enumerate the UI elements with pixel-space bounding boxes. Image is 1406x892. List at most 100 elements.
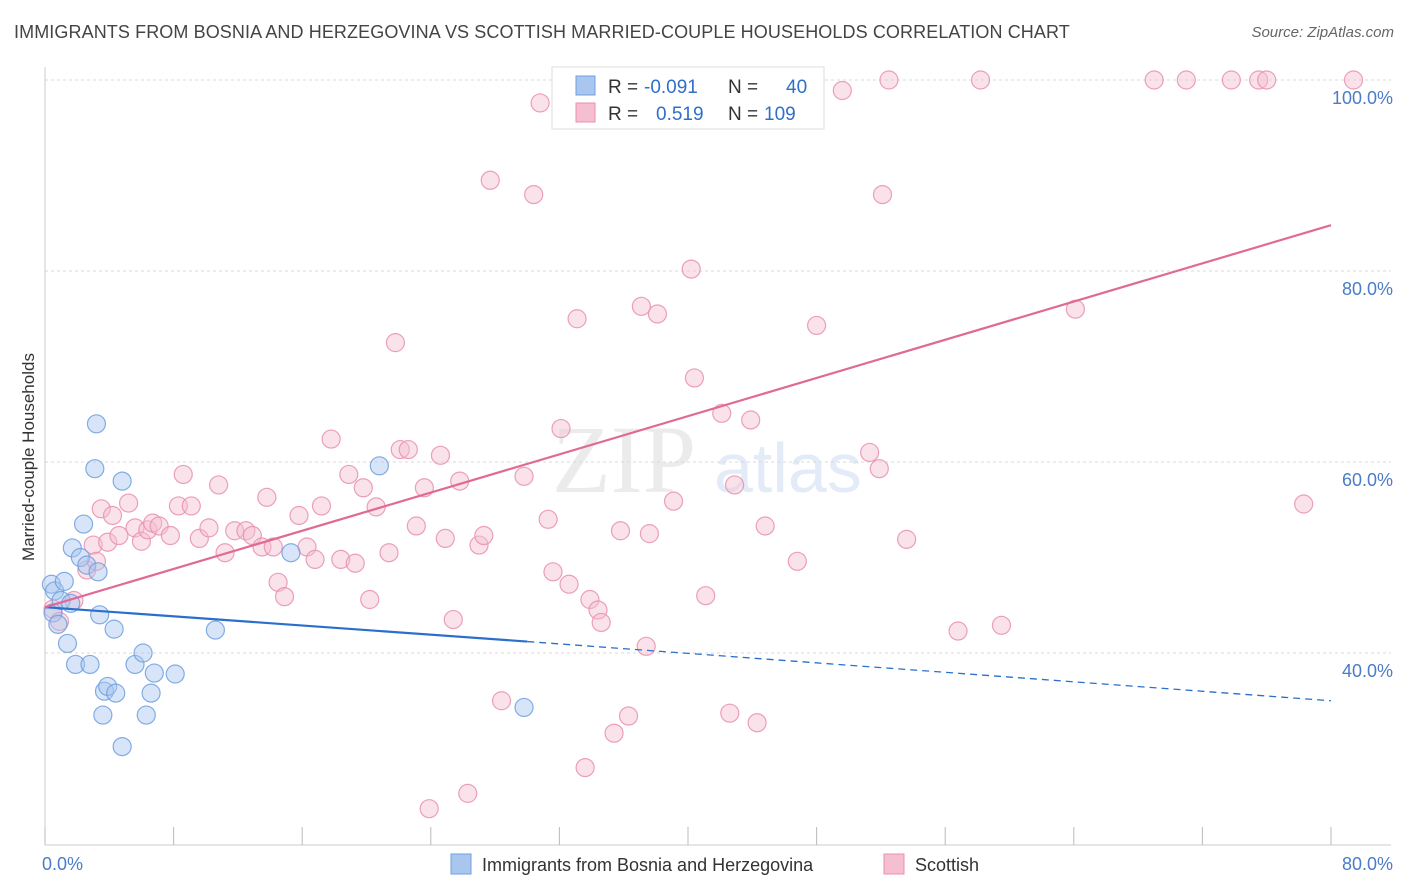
series-1-point-20 — [189, 528, 209, 549]
stats-r-label-1: R = — [608, 77, 638, 98]
series-0-point-5 — [54, 571, 74, 591]
series-1-point-18 — [173, 464, 193, 485]
series-1-point-72 — [610, 521, 631, 541]
series-1-point-8 — [102, 505, 123, 526]
series-1-point-21 — [199, 518, 219, 538]
trend-lines — [44, 224, 1332, 702]
series-1-point-68 — [580, 589, 600, 610]
series-1-point-80 — [684, 368, 705, 388]
series-1-point-73 — [618, 706, 639, 726]
series-1-point-36 — [321, 429, 341, 449]
series-1-point-9 — [109, 525, 129, 546]
series-0-point-14 — [85, 459, 105, 479]
series-1-point-95 — [897, 529, 917, 549]
series-0-point-34 — [514, 697, 534, 718]
series-0-trend-extension — [527, 640, 1332, 702]
axes — [44, 67, 1391, 846]
series-0-point-24 — [112, 471, 132, 491]
series-1-point-52 — [443, 609, 463, 630]
series-1-point-31 — [274, 587, 295, 607]
series-1-point-59 — [514, 466, 534, 486]
series-1-point-92 — [869, 459, 889, 479]
series-0-point-6 — [57, 633, 78, 654]
series-1-point-93 — [872, 185, 893, 205]
series-0-point-11 — [73, 514, 94, 534]
series-1-point-101 — [1176, 70, 1196, 90]
stats-legend: R = -0.091 N = 40 R = 0.519 N = 109 — [551, 66, 825, 130]
series-1-point-49 — [419, 799, 439, 819]
series-1-point-103 — [1249, 70, 1269, 90]
x-tick-label-0: 0.0% — [42, 854, 83, 874]
y-tick-label-100: 100.0% — [1332, 88, 1393, 108]
series-1-point-19 — [181, 496, 201, 516]
series-1-point-97 — [970, 70, 991, 90]
y-tick-label-60: 60.0% — [1342, 470, 1393, 490]
series-1-point-86 — [747, 713, 767, 733]
series-1-point-37 — [331, 549, 351, 570]
series-1-point-24 — [225, 521, 245, 541]
series-1-point-50 — [430, 445, 451, 465]
y-tick-label-40: 40.0% — [1342, 661, 1393, 681]
series-1-point-89 — [806, 315, 827, 336]
y-tick-label-80: 80.0% — [1342, 279, 1393, 299]
series-1-point-60 — [524, 185, 544, 205]
legend-swatch-bosnia — [450, 853, 472, 875]
series-1-point-90 — [832, 80, 852, 101]
series-1-point-4 — [83, 535, 103, 555]
series-1-point-16 — [160, 525, 180, 546]
series-0-point-28 — [141, 683, 161, 703]
series-1-point-34 — [305, 549, 325, 570]
series-0-point-13 — [80, 654, 100, 675]
stats-legend-swatch-1 — [575, 75, 596, 96]
bottom-legend: Immigrants from Bosnia and Herzegovina S… — [450, 853, 979, 875]
series-1-point-63 — [543, 562, 563, 582]
series-0-point-26 — [133, 643, 153, 663]
series-1-point-12 — [131, 531, 152, 551]
series-0-point-18 — [93, 705, 113, 725]
series-1-point-38 — [339, 464, 359, 485]
series-1-point-70 — [591, 612, 611, 633]
series-1-point-29 — [263, 537, 283, 557]
series-1-point-87 — [755, 516, 775, 536]
series-1-point-94 — [879, 70, 899, 90]
series-0-point-30 — [165, 664, 185, 684]
series-0-point-16 — [88, 562, 108, 582]
series-1-point-64 — [551, 418, 571, 439]
series-1-point-66 — [567, 309, 587, 329]
series-1-point-40 — [353, 478, 373, 498]
series-1-point-57 — [480, 170, 500, 190]
series-1-point-100 — [1144, 70, 1164, 90]
series-0-point-31 — [205, 620, 225, 640]
series-1-point-43 — [379, 543, 399, 563]
series-1-point-41 — [360, 589, 380, 610]
series-1-point-46 — [398, 439, 418, 460]
series-1-point-102 — [1221, 70, 1241, 90]
series-0-point-22 — [106, 683, 126, 703]
chart-title: IMMIGRANTS FROM BOSNIA AND HERZEGOVINA V… — [14, 22, 1070, 42]
series-0-point-17 — [90, 605, 110, 625]
series-1-point-55 — [469, 535, 489, 555]
series-0-trend-line — [44, 606, 528, 643]
series-1-point-7 — [98, 532, 118, 552]
stats-n-value-1: 40 — [786, 77, 807, 98]
series-1-point-76 — [639, 524, 660, 544]
series-1-point-85 — [741, 410, 761, 430]
series-1-point-77 — [647, 304, 668, 324]
series-1-point-74 — [631, 296, 651, 316]
series-1-point-83 — [720, 703, 740, 723]
series-1-point-32 — [289, 505, 309, 526]
series-1-point-75 — [636, 636, 656, 656]
stats-r-label-2: R = — [608, 104, 638, 125]
series-0-point-21 — [104, 619, 124, 639]
watermark-atlas: atlas — [714, 429, 862, 507]
series-1-point-65 — [559, 574, 579, 594]
series-1-point-6 — [91, 499, 111, 519]
series-1-point-98 — [991, 615, 1012, 635]
series-1-point-88 — [787, 551, 807, 571]
series-1-point-104 — [1257, 70, 1277, 90]
series-0-point-9 — [65, 654, 86, 675]
series-1-point-54 — [458, 783, 478, 803]
series-1-point-28 — [257, 487, 277, 507]
series-1-point-69 — [588, 600, 608, 620]
